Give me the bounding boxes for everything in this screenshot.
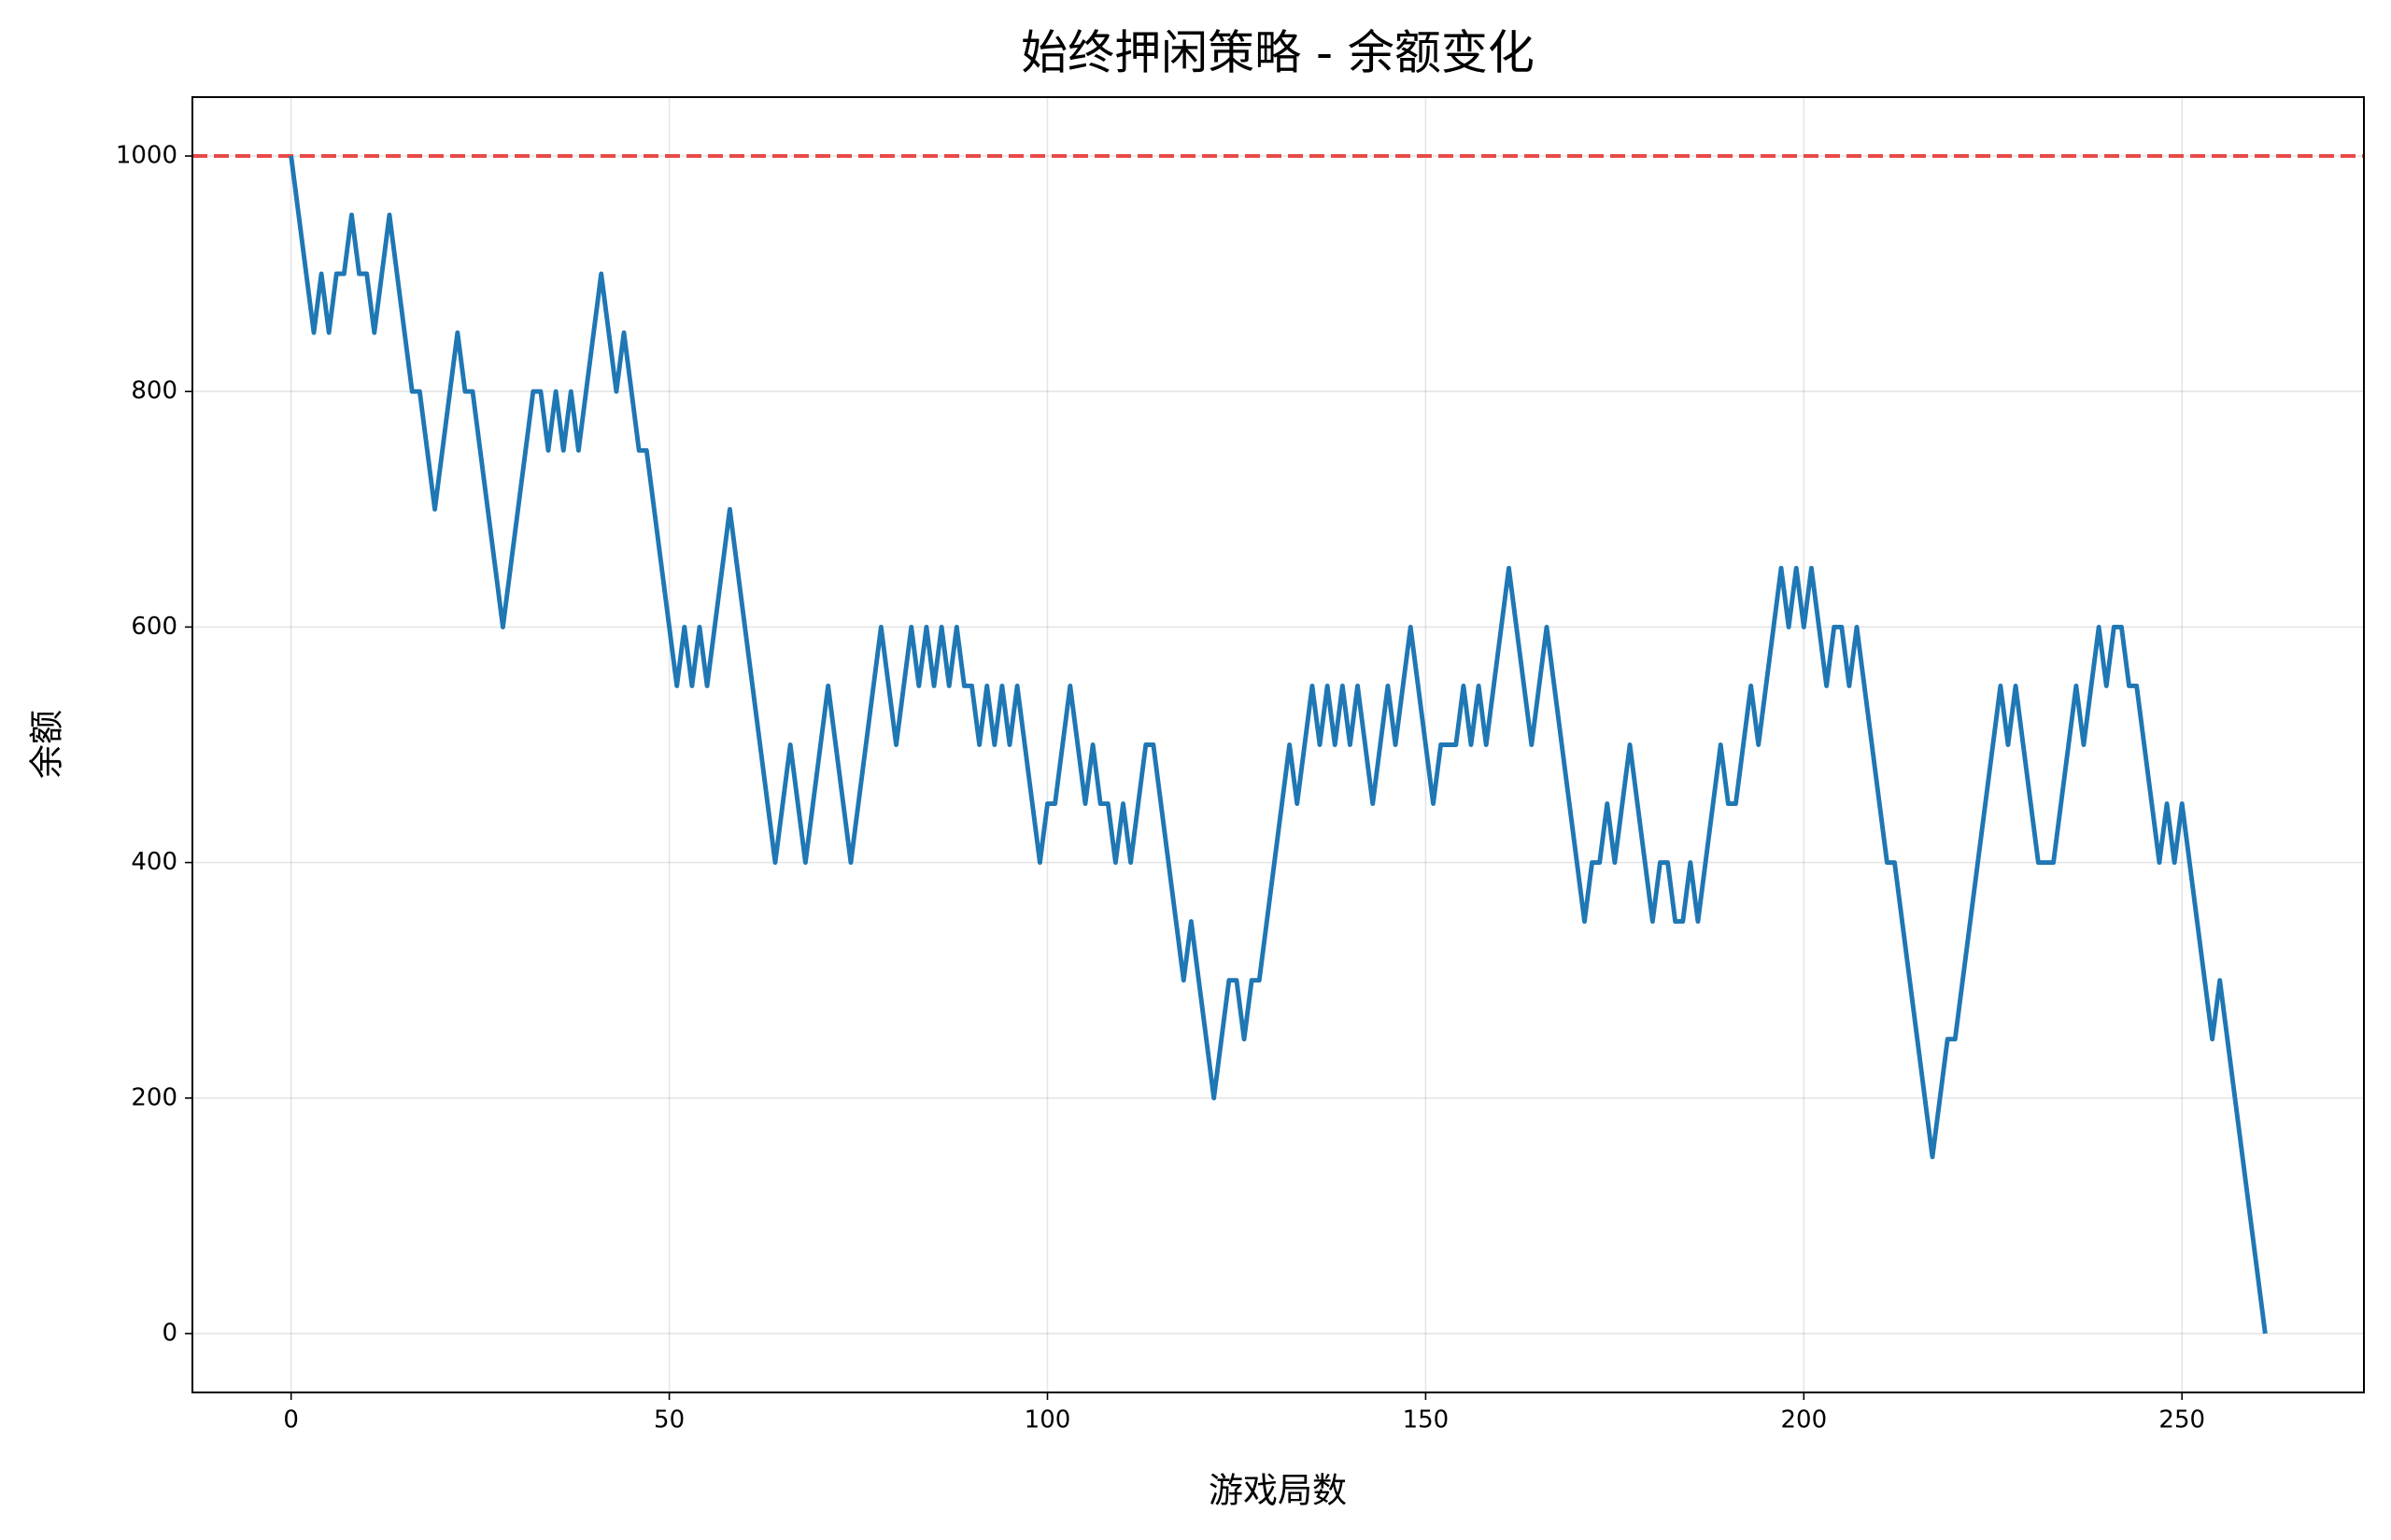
y-tick-label: 800 bbox=[131, 377, 177, 405]
y-tick-label: 1000 bbox=[116, 142, 177, 170]
x-tick-label: 250 bbox=[2158, 1406, 2205, 1434]
y-tick-label: 200 bbox=[131, 1083, 177, 1111]
chart-title: 始终押闲策略 - 余额变化 bbox=[1021, 26, 1535, 80]
y-tick-label: 400 bbox=[131, 848, 177, 876]
y-axis-label: 余额 bbox=[27, 710, 67, 779]
y-tick-label: 600 bbox=[131, 613, 177, 641]
x-axis-label: 游戏局数 bbox=[1209, 1471, 1347, 1511]
y-tick-label: 0 bbox=[162, 1319, 177, 1347]
x-tick-label: 100 bbox=[1025, 1406, 1071, 1434]
x-tick-label: 200 bbox=[1781, 1406, 1828, 1434]
x-tick-label: 50 bbox=[654, 1406, 685, 1434]
series-line bbox=[289, 155, 2268, 1335]
plot-frame bbox=[191, 96, 2365, 1393]
x-tick-label: 0 bbox=[283, 1406, 299, 1434]
x-tick-label: 150 bbox=[1403, 1406, 1450, 1434]
